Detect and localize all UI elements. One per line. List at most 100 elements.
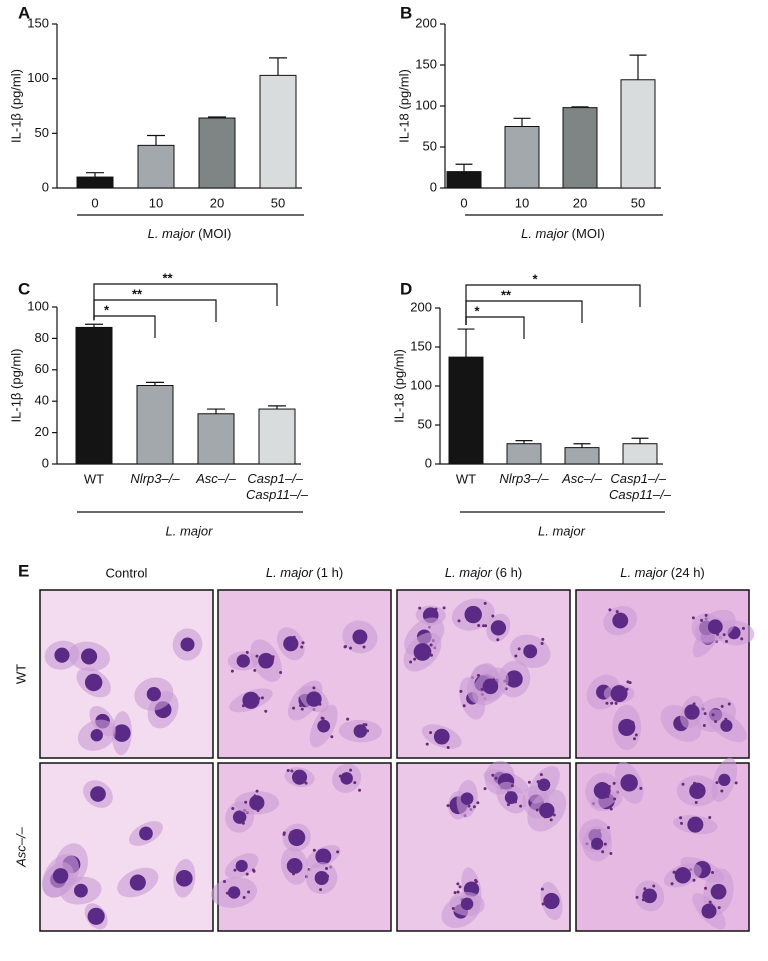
micrograph <box>396 760 571 932</box>
cell-nucleus <box>81 648 98 665</box>
cell-nucleus <box>249 795 265 811</box>
significance-label: * <box>474 303 480 318</box>
x-tick-label: 10 <box>515 195 529 210</box>
y-tick-label: 150 <box>27 15 49 30</box>
parasite <box>552 813 556 817</box>
parasite <box>260 696 264 700</box>
parasite <box>318 702 322 706</box>
x-tick-label: 0 <box>460 195 467 210</box>
parasite <box>703 712 707 716</box>
y-tick-label: 50 <box>418 416 432 431</box>
parasite <box>230 669 234 673</box>
parasite <box>312 848 316 852</box>
cell-nucleus <box>227 886 241 899</box>
parasite <box>708 815 712 819</box>
parasite <box>467 906 471 910</box>
parasite <box>718 778 722 782</box>
x-tick-label: 20 <box>573 195 587 210</box>
x-tick-label: 50 <box>271 195 285 210</box>
x-tick-label: 20 <box>210 195 224 210</box>
bar <box>137 144 175 189</box>
parasite <box>292 872 296 876</box>
cell-nucleus <box>718 773 731 786</box>
bar <box>620 79 656 189</box>
x-axis-label: L. major (MOI) <box>521 226 605 241</box>
parasite <box>680 728 684 732</box>
column-header: L. major (24 h) <box>620 565 705 580</box>
parasite <box>714 720 718 724</box>
parasite <box>598 843 602 847</box>
panel-letter: C <box>18 279 30 298</box>
parasite <box>609 807 613 811</box>
parasite <box>704 886 708 890</box>
x-tick-label: Nlrp3–/– <box>499 471 549 486</box>
parasite <box>346 717 350 721</box>
panel-letter: B <box>400 3 412 22</box>
parasite <box>615 615 619 619</box>
micrograph <box>211 762 392 932</box>
parasite <box>635 895 639 899</box>
x-tick-label: 10 <box>149 195 163 210</box>
parasite <box>724 717 728 721</box>
bar <box>75 326 113 465</box>
y-tick-label: 100 <box>27 70 49 85</box>
parasite <box>709 903 713 907</box>
parasite <box>670 882 674 886</box>
parasite <box>725 639 729 643</box>
parasite <box>679 816 683 820</box>
significance-label: ** <box>132 286 143 301</box>
parasite <box>652 884 656 888</box>
cell-nucleus <box>73 883 88 898</box>
cell-nucleus <box>286 858 303 874</box>
parasite <box>338 774 342 778</box>
parasite <box>223 879 227 883</box>
parasite <box>322 725 326 729</box>
parasite <box>632 777 636 781</box>
parasite <box>607 784 611 788</box>
parasite <box>253 668 257 672</box>
panel-letter: D <box>400 279 412 298</box>
y-tick-label: 0 <box>42 455 49 470</box>
parasite <box>462 704 466 708</box>
parasite <box>603 842 607 846</box>
parasite <box>353 781 357 785</box>
cell-nucleus <box>689 782 706 800</box>
parasite <box>318 877 322 881</box>
x-tick-label: WT <box>456 471 476 486</box>
x-tick-label: Asc–/– <box>195 471 237 486</box>
parasite <box>286 768 290 772</box>
parasite <box>491 614 495 618</box>
parasite <box>607 789 611 793</box>
significance-label: ** <box>162 270 173 285</box>
parasite <box>271 657 275 661</box>
parasite <box>734 781 738 785</box>
cell-nucleus <box>54 647 70 663</box>
parasite <box>704 613 708 617</box>
parasite <box>610 701 614 705</box>
parasite <box>704 912 708 916</box>
parasite <box>300 645 304 649</box>
cell-nucleus <box>490 620 507 636</box>
parasite <box>631 721 635 725</box>
cell-nucleus <box>90 786 106 802</box>
parasite <box>681 782 685 786</box>
parasite <box>349 768 353 772</box>
significance-label: ** <box>501 287 512 302</box>
cell-nucleus <box>674 867 692 884</box>
parasite <box>605 701 609 705</box>
parasite <box>698 792 702 796</box>
parasite <box>741 626 745 630</box>
parasite <box>290 769 294 773</box>
y-tick-label: 20 <box>35 424 49 439</box>
parasite <box>418 606 422 610</box>
parasite <box>711 713 715 717</box>
parasite <box>247 890 251 894</box>
cell-nucleus <box>353 724 368 738</box>
parasite <box>527 780 531 784</box>
parasite <box>344 645 348 649</box>
cell-nucleus <box>701 903 717 919</box>
cell-nucleus <box>720 719 733 732</box>
parasite <box>456 882 460 886</box>
cell-nucleus <box>684 704 700 720</box>
